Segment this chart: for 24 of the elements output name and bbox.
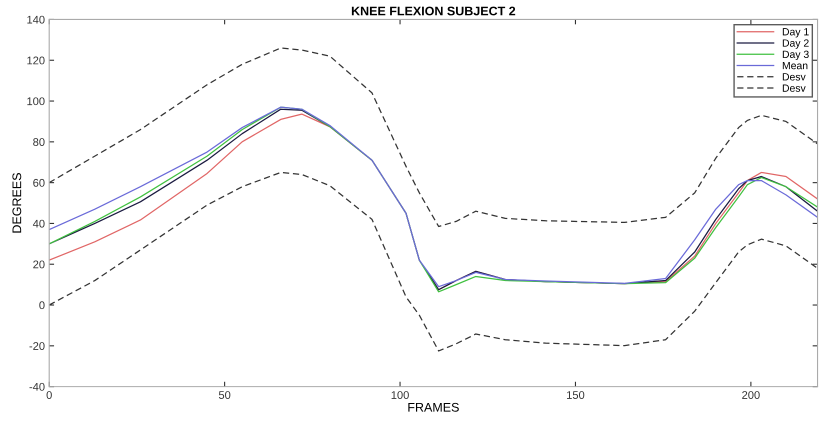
- x-tick-label: 200: [742, 391, 760, 399]
- x-tick-label: 100: [392, 391, 409, 399]
- y-tick-label: 0: [39, 301, 45, 310]
- y-tick-label: 80: [33, 138, 45, 146]
- legend-label: Desv: [782, 84, 806, 92]
- x-tick-label: 0: [46, 391, 52, 399]
- y-tick-label: 140: [27, 16, 45, 24]
- y-axis-title: DEGREES: [12, 173, 22, 233]
- legend-label: Day 2: [782, 39, 809, 49]
- y-tick-label: -20: [29, 342, 45, 350]
- x-tick-label: 150: [567, 391, 584, 399]
- y-tick-label: 20: [33, 260, 45, 268]
- y-tick-label: 40: [32, 220, 45, 228]
- chart-title: KNEE FLEXION SUBJECT 2: [352, 6, 516, 16]
- legend-label: Desv: [782, 73, 806, 81]
- x-axis-title: FRAMES: [408, 402, 459, 412]
- x-tick-label: 50: [218, 391, 230, 399]
- y-tick-label: -40: [29, 382, 45, 391]
- legend-label: Day 3: [782, 50, 809, 60]
- y-tick-label: 60: [33, 178, 45, 187]
- legend-label: Mean: [782, 62, 808, 70]
- y-tick-label: 100: [27, 97, 45, 106]
- legend-label: Day 1: [782, 28, 809, 38]
- y-tick-label: 120: [27, 56, 45, 64]
